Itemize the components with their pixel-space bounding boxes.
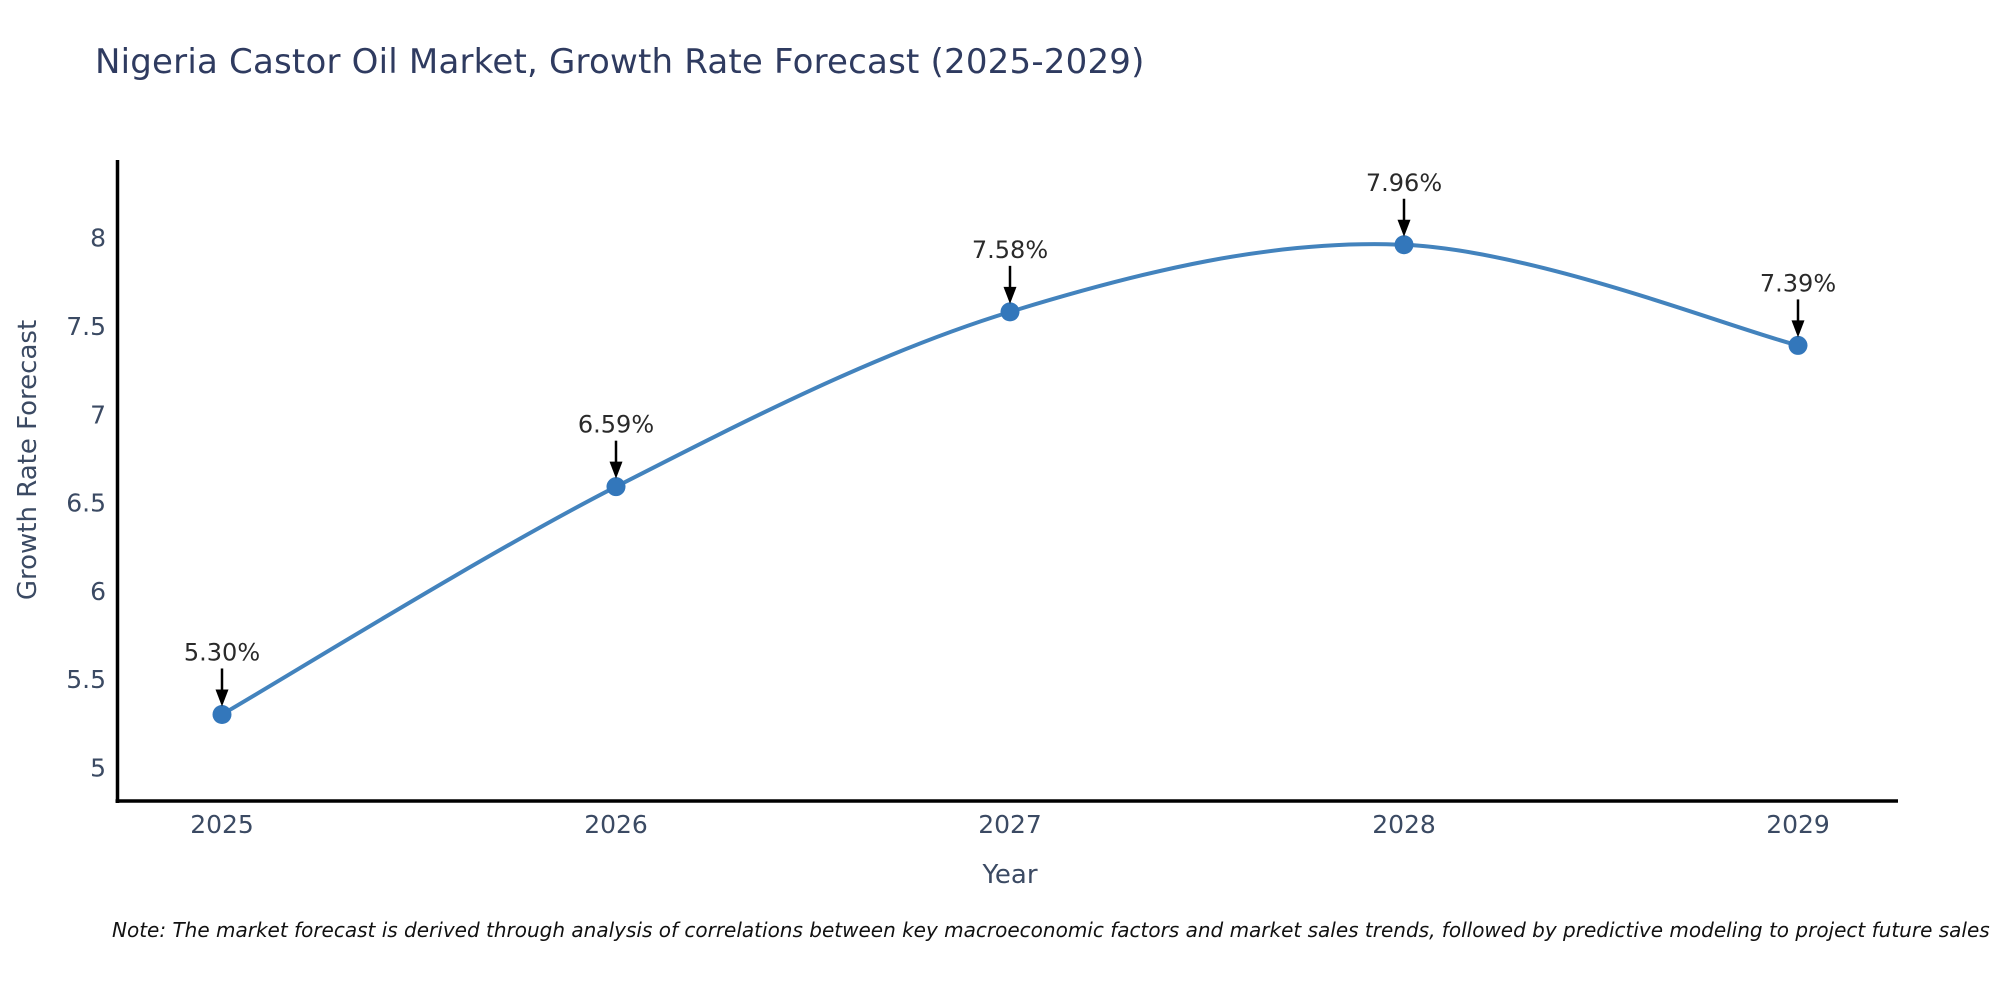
y-tick-labels: 5 5.5 6 6.5 7 7.5 8 [66,224,106,783]
x-tick-label: 2029 [1766,810,1830,839]
annotation-label: 6.59% [578,411,654,439]
x-tick-label: 2026 [584,810,648,839]
axes [115,160,1898,803]
x-tick-label: 2028 [1372,810,1436,839]
chart-title: Nigeria Castor Oil Market, Growth Rate F… [95,42,1145,82]
data-point-marker [212,704,232,724]
data-point-marker [606,477,626,497]
annotation-arrow-head [1397,219,1411,237]
y-tick-label: 6.5 [66,489,106,518]
y-tick-label: 5 [90,753,106,782]
y-tick-label: 8 [90,224,106,253]
y-tick-label: 7.5 [66,312,106,341]
annotation-label: 7.58% [972,236,1048,264]
point-annotations: 5.30% 6.59% 7.58% 7.96% 7.39% [184,169,1836,707]
x-tick-label: 2027 [978,810,1042,839]
annotation-arrow-head [1791,320,1805,338]
annotation-label: 7.39% [1760,269,1836,297]
y-tick-label: 5.5 [66,665,106,694]
annotation-arrow-head [215,689,229,707]
x-tick-label: 2025 [190,810,254,839]
data-point-marker [1394,235,1414,255]
data-point-marker [1000,302,1020,322]
annotation-arrow-head [609,461,623,479]
y-tick-label: 7 [90,400,106,429]
annotation-arrow-head [1003,286,1017,304]
annotation-label: 7.96% [1366,169,1442,197]
y-tick-label: 6 [90,577,106,606]
x-axis-title: Year [982,860,1038,890]
annotation-label: 5.30% [184,638,260,666]
x-tick-labels: 2025 2026 2027 2028 2029 [190,810,1830,839]
footnote: Note: The market forecast is derived thr… [112,918,1990,942]
data-series [212,235,1808,724]
data-point-marker [1788,335,1808,355]
y-axis-title: Growth Rate Forecast [13,319,43,601]
